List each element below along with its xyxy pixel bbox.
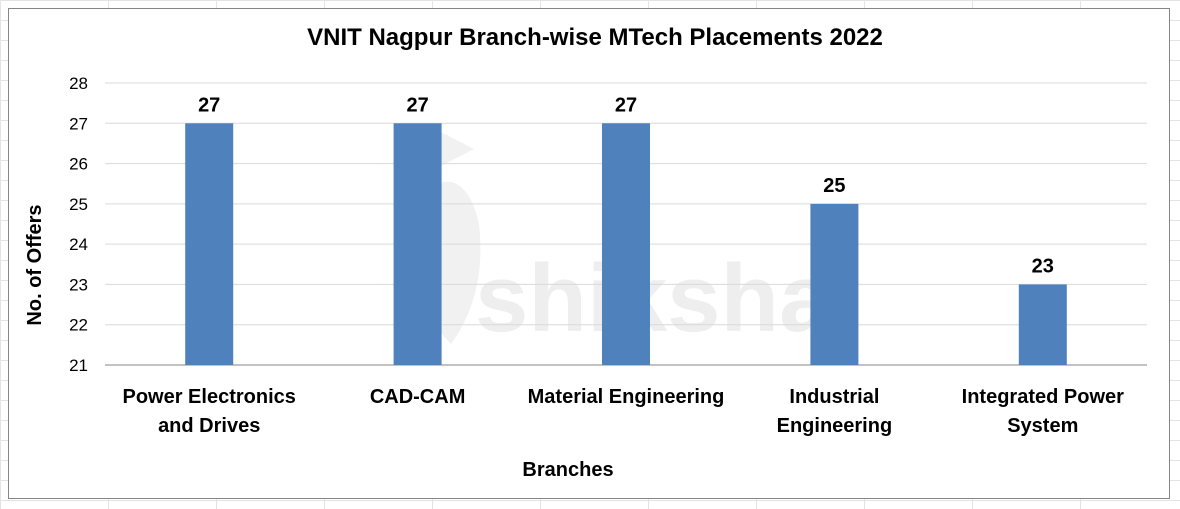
data-labels: 27 27 27 25 23 [198, 94, 1054, 277]
category-label: Power Electronics [122, 386, 295, 408]
y-tick-label: 23 [69, 275, 88, 294]
chart-title: VNIT Nagpur Branch-wise MTech Placements… [307, 24, 883, 51]
bar[interactable] [185, 123, 234, 366]
y-axis-ticks: 21 22 23 24 25 26 27 28 [69, 74, 88, 375]
bar[interactable] [810, 203, 859, 365]
data-label: 27 [615, 94, 637, 116]
data-label: 27 [406, 94, 428, 116]
watermark-text: shiksha [475, 245, 833, 352]
bars [185, 123, 1067, 366]
y-axis-title: No. of Offers [24, 204, 46, 325]
data-label: 27 [198, 94, 220, 116]
y-tick-label: 25 [69, 195, 88, 214]
category-label: CAD-CAM [370, 386, 466, 408]
bar[interactable] [602, 123, 650, 366]
y-tick-label: 24 [69, 235, 88, 254]
category-label: Integrated Power [962, 386, 1124, 408]
x-axis-title: Branches [522, 459, 613, 481]
y-tick-label: 27 [69, 114, 88, 133]
chart-area[interactable]: shiksha 21 22 23 24 25 26 27 28 27 27 27 25 23 Powe… [8, 8, 1170, 499]
category-label: Engineering [777, 415, 893, 437]
y-tick-label: 26 [69, 155, 88, 174]
y-tick-label: 21 [69, 356, 88, 375]
y-tick-label: 28 [69, 74, 88, 93]
category-label: Material Engineering [528, 386, 725, 408]
category-label: and Drives [158, 415, 260, 437]
chart-svg: shiksha 21 22 23 24 25 26 27 28 27 27 27 25 23 Powe… [24, 24, 1147, 481]
x-axis-categories: Power Electronics and Drives CAD-CAM Materi… [122, 386, 1124, 437]
y-tick-label: 22 [69, 316, 88, 335]
bar[interactable] [1018, 284, 1067, 365]
data-label: 25 [823, 175, 845, 197]
category-label: System [1007, 415, 1078, 437]
bar[interactable] [393, 123, 442, 366]
category-label: Industrial [789, 386, 879, 408]
data-label: 23 [1032, 255, 1054, 277]
